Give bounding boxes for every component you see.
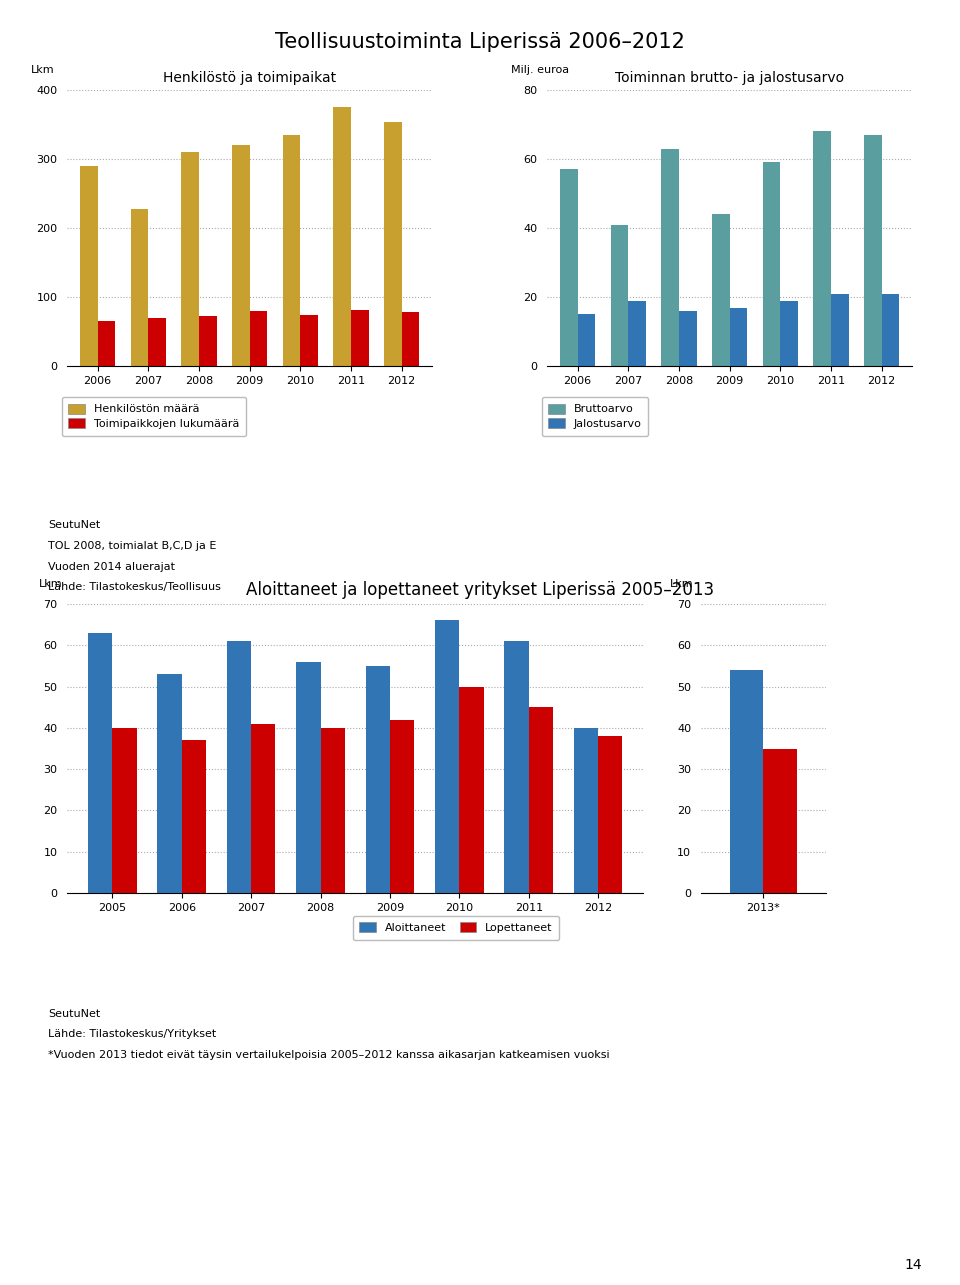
Text: SeutuNet: SeutuNet bbox=[48, 520, 100, 531]
Bar bbox=[80, 166, 98, 366]
Bar bbox=[574, 727, 598, 893]
Title: Toiminnan brutto- ja jalostusarvo: Toiminnan brutto- ja jalostusarvo bbox=[615, 71, 844, 85]
Bar bbox=[250, 311, 267, 366]
Bar bbox=[390, 720, 414, 893]
Bar bbox=[297, 662, 321, 893]
Bar bbox=[661, 149, 679, 366]
Bar bbox=[300, 315, 318, 366]
Text: Milj. euroa: Milj. euroa bbox=[511, 66, 569, 76]
Text: Lähde: Tilastokeskus/Teollisuus: Lähde: Tilastokeskus/Teollisuus bbox=[48, 582, 221, 592]
Text: TOL 2008, toimialat B,C,D ja E: TOL 2008, toimialat B,C,D ja E bbox=[48, 541, 216, 551]
Bar bbox=[366, 666, 390, 893]
Legend: Aloittaneet, Lopettaneet: Aloittaneet, Lopettaneet bbox=[352, 916, 560, 939]
Bar bbox=[730, 307, 747, 366]
Legend: Bruttoarvo, Jalostusarvo: Bruttoarvo, Jalostusarvo bbox=[541, 397, 648, 436]
Bar bbox=[679, 311, 697, 366]
Text: Lkm: Lkm bbox=[38, 578, 62, 589]
Title: Henkilöstö ja toimipaikat: Henkilöstö ja toimipaikat bbox=[163, 71, 336, 85]
Bar bbox=[762, 162, 780, 366]
Text: Lkm: Lkm bbox=[31, 66, 55, 76]
Text: Lähde: Tilastokeskus/Yritykset: Lähde: Tilastokeskus/Yritykset bbox=[48, 1029, 216, 1040]
Text: Vuoden 2014 aluerajat: Vuoden 2014 aluerajat bbox=[48, 562, 175, 572]
Bar bbox=[578, 315, 595, 366]
Bar bbox=[351, 310, 369, 366]
Bar bbox=[401, 312, 420, 366]
Bar bbox=[628, 301, 646, 366]
Bar bbox=[529, 707, 553, 893]
Bar bbox=[181, 152, 199, 366]
Bar bbox=[864, 135, 881, 366]
Bar bbox=[321, 727, 345, 893]
Bar bbox=[88, 632, 112, 893]
Bar bbox=[232, 145, 250, 366]
Text: SeutuNet: SeutuNet bbox=[48, 1009, 100, 1019]
Bar bbox=[199, 316, 217, 366]
Bar bbox=[712, 215, 730, 366]
Legend: Henkilöstön määrä, Toimipaikkojen lukumäärä: Henkilöstön määrä, Toimipaikkojen lukumä… bbox=[61, 397, 246, 436]
Bar bbox=[282, 135, 300, 366]
Bar bbox=[881, 294, 900, 366]
Bar bbox=[598, 736, 622, 893]
Bar bbox=[459, 686, 484, 893]
Bar bbox=[763, 748, 797, 893]
Bar bbox=[112, 727, 136, 893]
Bar bbox=[813, 131, 831, 366]
Text: Aloittaneet ja lopettaneet yritykset Liperissä 2005–2013: Aloittaneet ja lopettaneet yritykset Lip… bbox=[246, 581, 714, 599]
Text: *Vuoden 2013 tiedot eivät täysin vertailukelpoisia 2005–2012 kanssa aikasarjan k: *Vuoden 2013 tiedot eivät täysin vertail… bbox=[48, 1050, 610, 1060]
Bar bbox=[98, 321, 115, 366]
Bar bbox=[831, 294, 849, 366]
Bar bbox=[252, 723, 276, 893]
Bar bbox=[730, 669, 763, 893]
Bar bbox=[333, 107, 351, 366]
Bar bbox=[157, 675, 181, 893]
Bar bbox=[131, 208, 148, 366]
Bar bbox=[780, 301, 798, 366]
Bar bbox=[435, 621, 459, 893]
Bar bbox=[384, 122, 401, 366]
Bar bbox=[560, 170, 578, 366]
Text: 14: 14 bbox=[904, 1258, 922, 1272]
Text: Teollisuustoiminta Liperissä 2006–2012: Teollisuustoiminta Liperissä 2006–2012 bbox=[276, 32, 684, 51]
Bar bbox=[148, 317, 166, 366]
Text: Lkm: Lkm bbox=[669, 578, 693, 589]
Bar bbox=[227, 641, 252, 893]
Bar bbox=[181, 740, 206, 893]
Bar bbox=[504, 641, 529, 893]
Bar bbox=[611, 225, 628, 366]
